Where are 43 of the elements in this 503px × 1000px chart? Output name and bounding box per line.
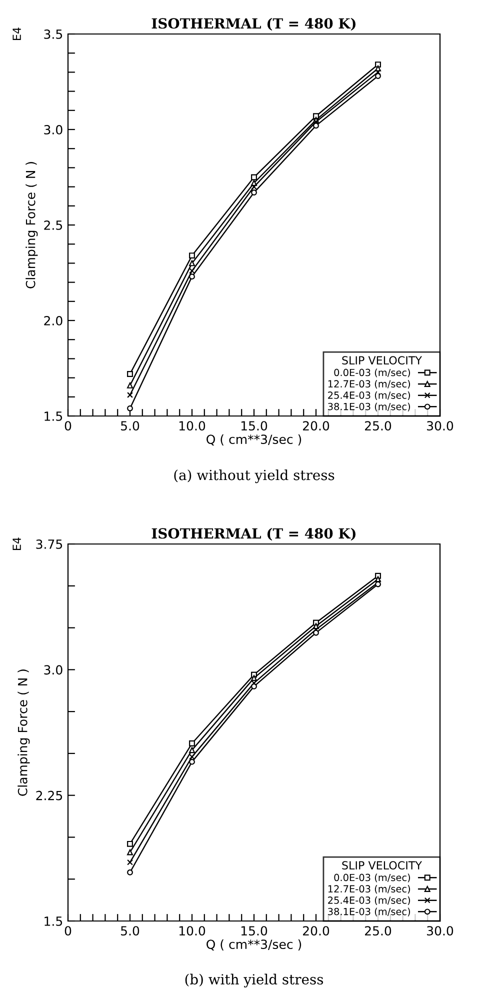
x-tick-label: 10.0 (179, 421, 206, 431)
chart-title: ISOTHERMAL (T = 480 K) (152, 18, 356, 31)
legend-label: 12.7E-03 (m/sec) (328, 380, 410, 389)
y-tick-label: 1.5 (44, 412, 62, 421)
y-tick-label: 3.75 (36, 539, 62, 549)
y-tick-label: 3.0 (44, 124, 62, 134)
text: (a) without yield stress (174, 469, 334, 484)
x-tick-label: 30.0 (427, 421, 454, 431)
text: E4 (12, 538, 21, 550)
y-tick-label: 3.5 (44, 29, 62, 39)
text: E4 (12, 28, 21, 40)
legend-label: 0.0E-03 (m/sec) (334, 874, 410, 882)
x-tick-label: 5.0 (121, 926, 140, 936)
x-tick-label: 20.0 (303, 421, 330, 431)
x-tick-label: 0 (64, 421, 72, 431)
y-tick-label: 3.0 (44, 665, 62, 675)
y-tick-label: 2.0 (44, 316, 62, 326)
legend-label: 38.1E-03 (m/sec) (328, 402, 410, 412)
legend-title: SLIP VELOCITY (342, 861, 422, 870)
legend-label: 0.0E-03 (m/sec) (334, 368, 410, 378)
y-tick-label: 1.5 (44, 916, 62, 926)
y-axis-title: Clamping Force ( N ) (18, 670, 30, 796)
x-tick-label: 5.0 (121, 421, 140, 431)
legend-label: 25.4E-03 (m/sec) (328, 391, 410, 400)
x-tick-label: 10.0 (179, 926, 206, 936)
x-axis-title: Q ( cm**3/sec ) (206, 434, 302, 446)
legend-label: 25.4E-03 (m/sec) (328, 896, 410, 906)
x-tick-label: 15.0 (241, 926, 268, 936)
y-tick-label: 2.5 (44, 220, 62, 230)
x-tick-label: 0 (64, 926, 72, 936)
x-tick-label: 30.0 (427, 926, 454, 936)
x-tick-label: 15.0 (241, 421, 268, 431)
legend-title: SLIP VELOCITY (342, 356, 422, 365)
x-axis-title: Q ( cm**3/sec ) (206, 939, 302, 950)
legend-label: 38.1E-03 (m/sec) (328, 908, 410, 916)
y-tick-label: 2.25 (36, 790, 62, 800)
chart-title: ISOTHERMAL (T = 480 K) (152, 528, 356, 541)
text: (b) with yield stress (185, 974, 324, 988)
legend-label: 12.7E-03 (m/sec) (328, 885, 410, 894)
y-axis-title: Clamping Force ( N ) (26, 162, 38, 288)
x-tick-label: 20.0 (303, 926, 330, 936)
x-tick-label: 25.0 (365, 421, 392, 431)
x-tick-label: 25.0 (365, 926, 392, 936)
